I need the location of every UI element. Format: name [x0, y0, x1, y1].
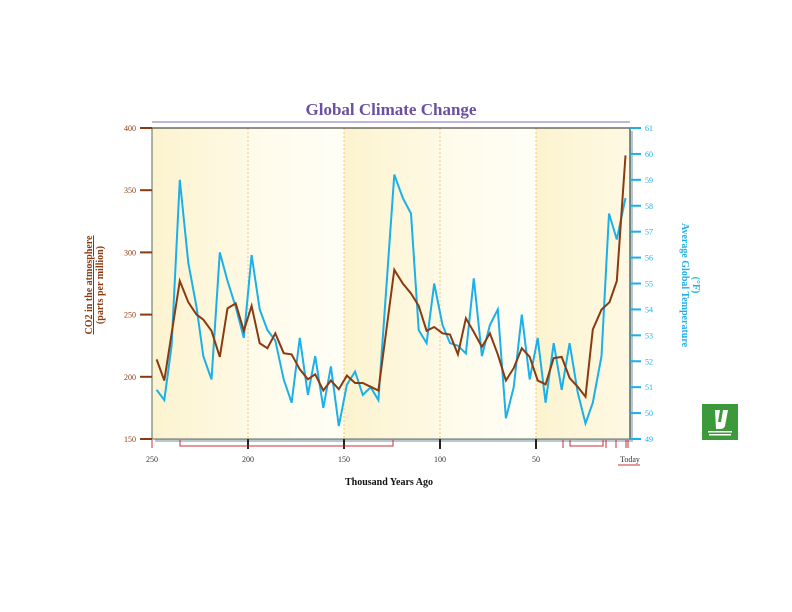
right-axis-label: Average Global Temperature (°F) [679, 223, 701, 348]
series-lines [155, 155, 627, 427]
x-axis-ticks: 250 200 150 100 50 Today [146, 439, 640, 464]
temperature-line [155, 174, 627, 427]
background-band [152, 128, 248, 439]
chart-title: Global Climate Change [306, 100, 477, 119]
left-tick-label: 350 [124, 186, 136, 195]
background-bands [152, 128, 630, 439]
x-tick-label: 200 [242, 455, 254, 464]
right-axis-ticks: 61 60 59 58 57 56 55 54 53 52 51 50 49 [630, 124, 653, 444]
right-tick-label: 56 [645, 254, 653, 263]
left-axis-subtitle: (parts per million) [95, 246, 106, 324]
axis-shadow-right [630, 131, 633, 441]
left-tick-label: 200 [124, 373, 136, 382]
bracket-marks [151, 440, 629, 448]
co2-line [155, 155, 627, 400]
left-axis-ticks: 400 350 300 250 200 150 [124, 124, 152, 444]
x-tick-label: 250 [146, 455, 158, 464]
left-tick-label: 300 [124, 248, 136, 257]
right-tick-label: 58 [645, 202, 653, 211]
right-tick-label: 55 [645, 280, 653, 289]
right-tick-label: 54 [645, 305, 653, 314]
x-tick-label: 50 [532, 455, 540, 464]
background-band [248, 128, 344, 439]
right-tick-label: 60 [645, 150, 653, 159]
x-tick-label: 150 [338, 455, 350, 464]
right-tick-label: 51 [645, 383, 653, 392]
left-tick-label: 400 [124, 124, 136, 133]
right-axis-subtitle: (°F) [690, 277, 701, 294]
axis-shadow [155, 439, 633, 442]
x-tick-label: 100 [434, 455, 446, 464]
x-axis-label: Thousand Years Ago [345, 477, 433, 488]
right-tick-label: 61 [645, 124, 653, 133]
left-tick-label: 150 [124, 435, 136, 444]
right-tick-label: 52 [645, 357, 653, 366]
right-tick-label: 59 [645, 176, 653, 185]
right-tick-label: 49 [645, 435, 653, 444]
right-tick-label: 53 [645, 331, 653, 340]
left-tick-label: 250 [124, 311, 136, 320]
background-band [440, 128, 536, 439]
publisher-logo [702, 404, 738, 440]
era-brackets [151, 440, 640, 466]
right-tick-label: 50 [645, 409, 653, 418]
left-axis-title: CO2 in the atmosphere [84, 235, 95, 335]
x-tick-label: Today [620, 455, 640, 464]
right-axis-title: Average Global Temperature [679, 223, 690, 348]
right-tick-label: 57 [645, 228, 653, 237]
background-band [536, 128, 630, 439]
left-axis-label: CO2 in the atmosphere (parts per million… [84, 235, 106, 335]
